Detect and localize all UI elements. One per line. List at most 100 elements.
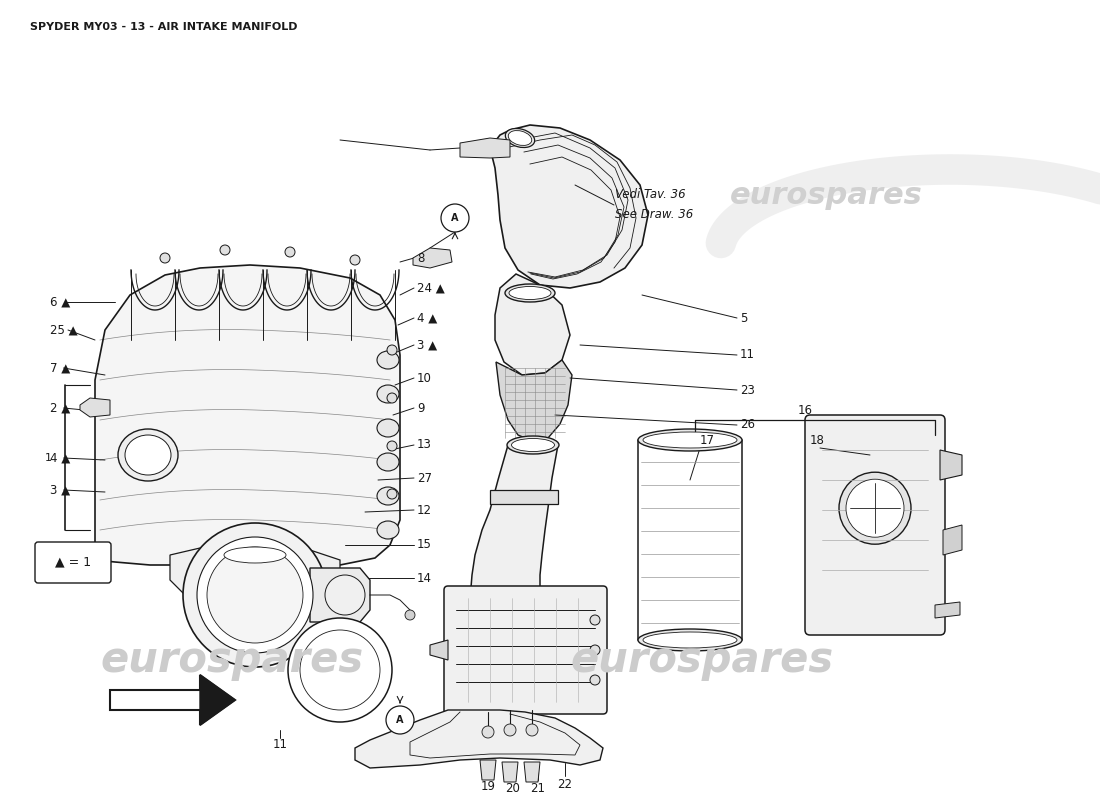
Circle shape — [324, 575, 365, 615]
Text: 3 ▲: 3 ▲ — [50, 483, 70, 497]
Ellipse shape — [377, 487, 399, 505]
Text: A: A — [396, 715, 404, 725]
Polygon shape — [935, 602, 960, 618]
Circle shape — [590, 645, 600, 655]
Text: 23: 23 — [740, 383, 755, 397]
Circle shape — [526, 724, 538, 736]
Text: 4 ▲: 4 ▲ — [50, 451, 70, 465]
Polygon shape — [496, 360, 572, 440]
Text: Vedi Tav. 36: Vedi Tav. 36 — [615, 189, 685, 202]
Ellipse shape — [638, 429, 743, 451]
Circle shape — [350, 255, 360, 265]
Polygon shape — [170, 548, 340, 600]
Polygon shape — [95, 265, 400, 565]
Text: 5: 5 — [740, 311, 747, 325]
Polygon shape — [200, 675, 235, 725]
Ellipse shape — [377, 351, 399, 369]
Ellipse shape — [846, 479, 904, 538]
Text: ▲ = 1: ▲ = 1 — [55, 555, 91, 569]
Text: 16: 16 — [798, 403, 813, 417]
Text: eurospares: eurospares — [730, 181, 923, 210]
Polygon shape — [490, 125, 648, 288]
Text: 9: 9 — [417, 402, 425, 414]
Ellipse shape — [377, 385, 399, 403]
Circle shape — [590, 675, 600, 685]
Ellipse shape — [377, 453, 399, 471]
Text: 7 ▲: 7 ▲ — [50, 362, 70, 374]
Text: 10: 10 — [417, 371, 432, 385]
Ellipse shape — [507, 436, 559, 454]
Ellipse shape — [839, 472, 911, 544]
Circle shape — [197, 537, 314, 653]
Circle shape — [441, 204, 469, 232]
Polygon shape — [80, 398, 110, 417]
Text: 21: 21 — [530, 782, 546, 795]
Text: 4 ▲: 4 ▲ — [417, 311, 438, 325]
Text: 8: 8 — [417, 251, 425, 265]
Ellipse shape — [216, 544, 294, 566]
Polygon shape — [310, 568, 370, 622]
Circle shape — [387, 345, 397, 355]
Circle shape — [160, 253, 170, 263]
Text: 3 ▲: 3 ▲ — [417, 338, 437, 351]
Text: 20: 20 — [506, 782, 520, 795]
Text: 24 ▲: 24 ▲ — [417, 282, 444, 294]
Polygon shape — [480, 760, 496, 780]
Circle shape — [387, 489, 397, 499]
Circle shape — [482, 726, 494, 738]
Circle shape — [220, 245, 230, 255]
Polygon shape — [430, 640, 448, 660]
Polygon shape — [943, 525, 962, 555]
Text: 12: 12 — [417, 503, 432, 517]
FancyBboxPatch shape — [805, 415, 945, 635]
Polygon shape — [355, 710, 603, 768]
Text: eurospares: eurospares — [570, 639, 833, 681]
FancyBboxPatch shape — [444, 586, 607, 714]
Circle shape — [386, 706, 414, 734]
Polygon shape — [460, 138, 510, 158]
Polygon shape — [495, 274, 570, 375]
Ellipse shape — [508, 130, 531, 146]
Text: 14: 14 — [417, 571, 432, 585]
Polygon shape — [470, 445, 558, 600]
Text: 17: 17 — [700, 434, 715, 446]
Text: 26: 26 — [740, 418, 755, 431]
FancyBboxPatch shape — [35, 542, 111, 583]
Text: eurospares: eurospares — [100, 639, 363, 681]
Ellipse shape — [377, 419, 399, 437]
Circle shape — [285, 247, 295, 257]
Polygon shape — [502, 762, 518, 782]
Text: 22: 22 — [558, 778, 572, 791]
Polygon shape — [110, 675, 235, 725]
Polygon shape — [940, 450, 962, 480]
Ellipse shape — [505, 284, 556, 302]
Text: 25 ▲: 25 ▲ — [50, 323, 78, 337]
Text: 11: 11 — [740, 349, 755, 362]
Circle shape — [387, 441, 397, 451]
Text: 27: 27 — [417, 471, 432, 485]
Text: See Draw. 36: See Draw. 36 — [615, 209, 693, 222]
Polygon shape — [490, 490, 558, 504]
Text: 6 ▲: 6 ▲ — [50, 295, 70, 309]
Polygon shape — [524, 762, 540, 782]
Polygon shape — [412, 248, 452, 268]
Circle shape — [207, 547, 302, 643]
Ellipse shape — [644, 432, 737, 448]
Text: 15: 15 — [417, 538, 432, 551]
Circle shape — [387, 393, 397, 403]
Text: 19: 19 — [481, 780, 495, 793]
Circle shape — [300, 630, 379, 710]
Ellipse shape — [509, 286, 551, 299]
Ellipse shape — [224, 547, 286, 563]
Text: 1: 1 — [45, 453, 52, 463]
Text: 11: 11 — [273, 738, 287, 751]
Ellipse shape — [512, 438, 554, 451]
Text: 2 ▲: 2 ▲ — [50, 402, 70, 414]
Ellipse shape — [125, 435, 170, 475]
Text: A: A — [451, 213, 459, 223]
Circle shape — [405, 610, 415, 620]
Ellipse shape — [377, 521, 399, 539]
Circle shape — [288, 618, 392, 722]
Ellipse shape — [118, 429, 178, 481]
Text: SPYDER MY03 - 13 - AIR INTAKE MANIFOLD: SPYDER MY03 - 13 - AIR INTAKE MANIFOLD — [30, 22, 297, 32]
